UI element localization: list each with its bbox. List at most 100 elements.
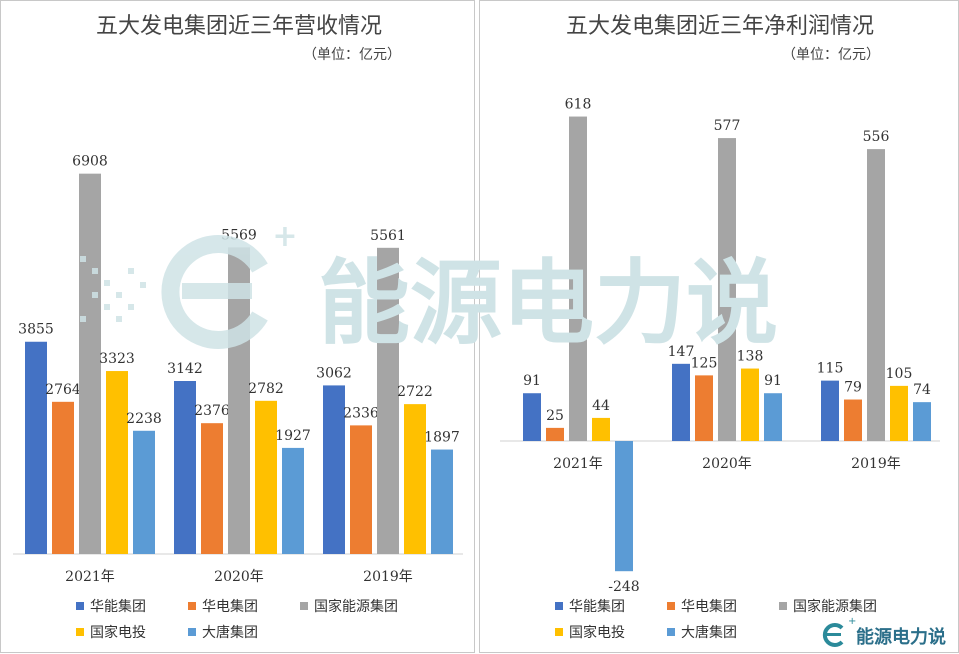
data-label: 2238 (126, 411, 162, 427)
bar (615, 441, 633, 572)
legend-label: 大唐集团 (202, 624, 258, 641)
chart-title: 五大发电集团近三年净利润情况 (566, 14, 874, 39)
data-label: 3142 (167, 361, 203, 377)
legend-label: 华电集团 (681, 598, 737, 615)
bar (695, 375, 713, 441)
data-label: 125 (691, 355, 718, 371)
data-label: 2336 (343, 405, 379, 421)
data-label: 5561 (370, 228, 406, 244)
legend-item: 华电集团 (188, 598, 258, 615)
legend-item: 华能集团 (76, 598, 146, 615)
bar (201, 423, 223, 554)
data-label: 6908 (72, 154, 108, 170)
bar (592, 417, 610, 441)
bar (174, 381, 196, 554)
legend-item: 大唐集团 (667, 624, 737, 641)
chart-title: 五大发电集团近三年营收情况 (96, 14, 382, 39)
legend-item: 国家电投 (76, 624, 146, 641)
unit-label: （单位：亿元） (303, 47, 401, 63)
data-label: 2782 (248, 381, 284, 397)
data-label: 618 (565, 97, 592, 113)
bar (377, 247, 399, 555)
legend-item: 大唐集团 (188, 624, 258, 641)
data-label: 2722 (397, 384, 433, 400)
legend-label: 华电集团 (202, 598, 258, 615)
bar (255, 400, 277, 554)
revenue-chart: 五大发电集团近三年营收情况 （单位：亿元） 3855 2764 6908 3323 2238… (13, 14, 463, 641)
bar (523, 393, 541, 441)
data-label: -248 (608, 579, 639, 595)
legend-swatch (300, 602, 308, 610)
legend-label: 华能集团 (569, 598, 625, 615)
bar (890, 385, 908, 441)
category-label: 2021年 (553, 456, 603, 472)
legend-item: 国家能源集团 (300, 598, 398, 615)
data-label: 1927 (275, 428, 311, 444)
bar (821, 380, 839, 441)
unit-label: （单位：亿元） (782, 47, 880, 63)
legend-label: 大唐集团 (681, 624, 737, 641)
legend-swatch (779, 602, 787, 610)
category-label: 2019年 (851, 456, 901, 472)
data-label: 138 (737, 349, 764, 365)
revenue-chart-panel: 五大发电集团近三年营收情况 （单位：亿元） 3855 2764 6908 3323 2238… (0, 0, 475, 653)
legend-swatch (188, 628, 196, 636)
data-label: 2376 (194, 403, 230, 419)
legend-item: 华电集团 (667, 598, 737, 615)
profit-chart: 五大发电集团近三年净利润情况 （单位：亿元） 91 25 618 44 -248 2021年 1… (500, 14, 940, 641)
legend-label: 国家能源集团 (793, 598, 877, 615)
legend-item: 国家能源集团 (779, 598, 877, 615)
legend-swatch (76, 602, 84, 610)
bar (282, 447, 304, 554)
bar (323, 385, 345, 554)
data-label: 44 (592, 398, 610, 414)
legend-label: 国家电投 (569, 624, 625, 641)
legend-label: 国家电投 (90, 624, 146, 641)
data-label: 5569 (221, 227, 257, 243)
bar (431, 449, 453, 554)
data-label: 105 (886, 366, 913, 382)
bar (867, 149, 885, 441)
data-label: 1897 (424, 430, 460, 446)
legend-swatch (76, 628, 84, 636)
bar (79, 173, 101, 555)
data-label: 3855 (18, 322, 54, 338)
category-label: 2020年 (702, 456, 752, 472)
legend-item: 国家电投 (555, 624, 625, 641)
bar (718, 138, 736, 441)
data-label: 115 (817, 361, 844, 377)
profit-chart-panel: 五大发电集团近三年净利润情况 （单位：亿元） 91 25 618 44 -248 2021年 1… (479, 0, 959, 653)
data-label: 74 (913, 382, 931, 398)
category-label: 2020年 (214, 569, 264, 585)
data-label: 556 (863, 129, 890, 145)
bar (546, 427, 564, 441)
legend-swatch (667, 602, 675, 610)
bar (52, 401, 74, 554)
legend-label: 国家能源集团 (314, 598, 398, 615)
data-label: 79 (844, 380, 862, 396)
bar (133, 430, 155, 554)
category-label: 2021年 (65, 569, 115, 585)
bar (741, 368, 759, 441)
data-label: 91 (764, 373, 782, 389)
data-label: 91 (523, 373, 541, 389)
bar (672, 363, 690, 441)
data-label: 147 (668, 344, 695, 360)
bar (569, 116, 587, 442)
legend-swatch (667, 628, 675, 636)
bar (913, 402, 931, 441)
category-label: 2019年 (363, 569, 413, 585)
bar (764, 393, 782, 441)
bar (228, 247, 250, 554)
data-label: 2764 (45, 382, 81, 398)
bar (25, 341, 47, 554)
data-label: 25 (546, 408, 564, 424)
bar (106, 371, 128, 554)
bar (350, 425, 372, 554)
legend-swatch (555, 602, 563, 610)
legend-swatch (188, 602, 196, 610)
legend-swatch (555, 628, 563, 636)
legend-label: 华能集团 (90, 598, 146, 615)
data-label: 3062 (316, 365, 352, 381)
data-label: 577 (714, 118, 741, 134)
